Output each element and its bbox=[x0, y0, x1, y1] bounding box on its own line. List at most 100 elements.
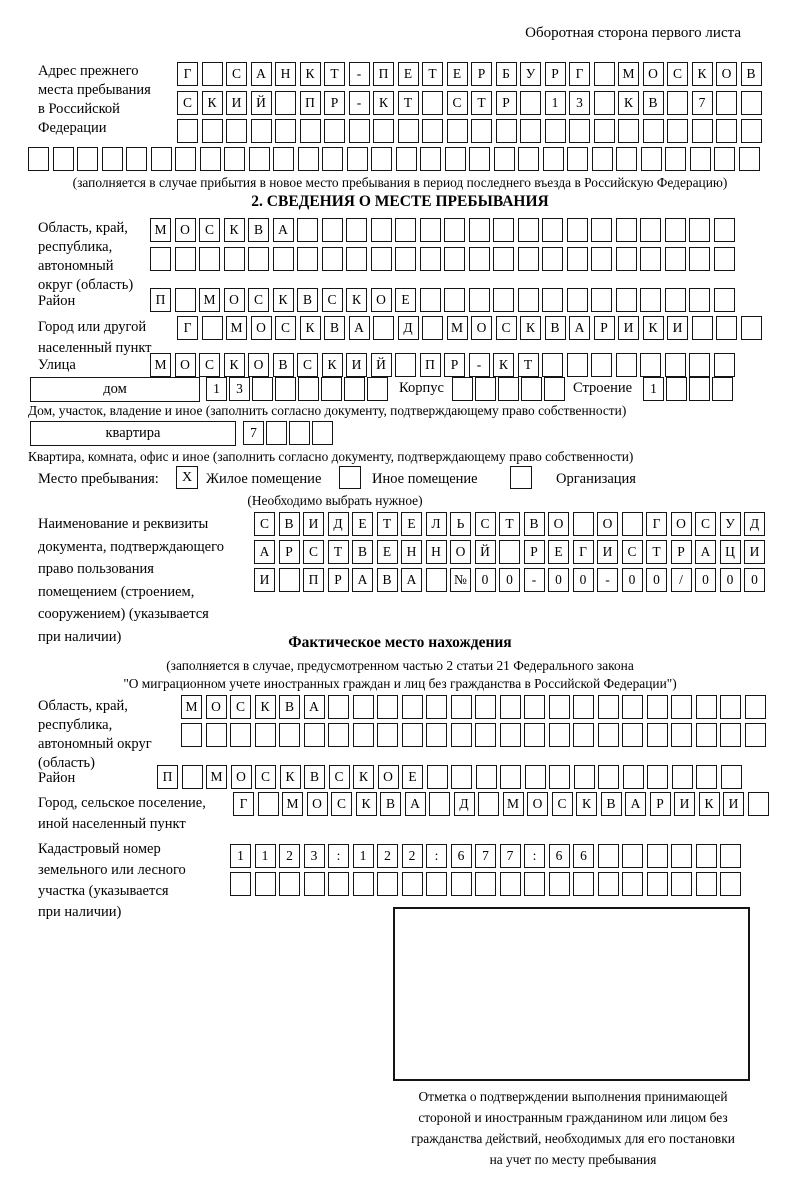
char-cell[interactable] bbox=[426, 723, 447, 747]
char-cell[interactable]: С bbox=[621, 540, 643, 564]
char-cell[interactable] bbox=[691, 119, 713, 143]
char-cell[interactable] bbox=[664, 218, 686, 242]
char-cell[interactable] bbox=[542, 218, 563, 242]
char-cell[interactable] bbox=[622, 695, 643, 719]
char-cell[interactable] bbox=[475, 872, 496, 896]
char-cell[interactable]: 1 bbox=[352, 844, 374, 868]
char-cell[interactable] bbox=[278, 568, 300, 592]
char-cell[interactable]: А bbox=[303, 695, 325, 719]
char-cell[interactable] bbox=[720, 844, 741, 868]
char-cell[interactable]: А bbox=[404, 792, 426, 816]
char-cell[interactable] bbox=[689, 377, 710, 401]
char-cell[interactable]: А bbox=[254, 540, 275, 564]
char-cell[interactable] bbox=[224, 147, 245, 171]
char-cell[interactable]: Й bbox=[250, 91, 272, 115]
char-cell[interactable] bbox=[598, 765, 619, 789]
char-cell[interactable] bbox=[689, 353, 710, 377]
char-cell[interactable] bbox=[348, 119, 370, 143]
char-cell[interactable]: У bbox=[520, 62, 541, 86]
char-cell[interactable]: И bbox=[618, 316, 639, 340]
char-cell[interactable] bbox=[395, 247, 416, 271]
char-cell[interactable] bbox=[696, 765, 717, 789]
char-cell[interactable]: О bbox=[377, 765, 399, 789]
char-cell[interactable]: И bbox=[254, 568, 275, 592]
char-cell[interactable] bbox=[450, 723, 472, 747]
char-cell[interactable] bbox=[646, 695, 668, 719]
char-cell[interactable]: П bbox=[299, 91, 321, 115]
char-cell[interactable] bbox=[493, 288, 514, 312]
char-cell[interactable] bbox=[150, 147, 172, 171]
char-cell[interactable]: П bbox=[150, 288, 171, 312]
char-cell[interactable] bbox=[716, 91, 737, 115]
char-cell[interactable] bbox=[279, 872, 300, 896]
char-cell[interactable]: Г bbox=[572, 540, 594, 564]
char-cell[interactable] bbox=[618, 119, 639, 143]
char-cell[interactable]: К bbox=[223, 353, 245, 377]
char-cell[interactable] bbox=[544, 119, 566, 143]
char-cell[interactable]: С bbox=[495, 316, 517, 340]
checkbox-organization[interactable] bbox=[510, 466, 532, 489]
char-cell[interactable]: Н bbox=[275, 62, 296, 86]
char-cell[interactable]: 3 bbox=[303, 844, 325, 868]
char-cell[interactable] bbox=[446, 119, 468, 143]
char-cell[interactable]: Р bbox=[324, 91, 345, 115]
char-cell[interactable] bbox=[646, 723, 668, 747]
char-cell[interactable] bbox=[640, 147, 662, 171]
stroenie-row[interactable]: 1 bbox=[643, 377, 733, 401]
char-cell[interactable] bbox=[548, 723, 570, 747]
char-cell[interactable] bbox=[469, 147, 490, 171]
char-cell[interactable] bbox=[716, 316, 737, 340]
char-cell[interactable]: Й bbox=[370, 353, 392, 377]
char-cell[interactable] bbox=[77, 147, 98, 171]
char-cell[interactable]: К bbox=[355, 792, 377, 816]
char-cell[interactable] bbox=[352, 723, 374, 747]
char-cell[interactable]: В bbox=[248, 218, 269, 242]
char-cell[interactable]: В bbox=[324, 316, 345, 340]
char-cell[interactable]: К bbox=[279, 765, 301, 789]
char-cell[interactable] bbox=[303, 872, 325, 896]
char-cell[interactable]: О bbox=[670, 512, 692, 536]
char-cell[interactable] bbox=[622, 765, 644, 789]
char-cell[interactable]: Р bbox=[670, 540, 692, 564]
char-cell[interactable] bbox=[713, 247, 735, 271]
char-cell[interactable] bbox=[671, 695, 692, 719]
char-cell[interactable]: К bbox=[272, 288, 294, 312]
char-cell[interactable]: К bbox=[321, 353, 343, 377]
char-cell[interactable]: Е bbox=[446, 62, 468, 86]
char-cell[interactable] bbox=[740, 91, 762, 115]
char-cell[interactable]: А bbox=[352, 568, 373, 592]
char-cell[interactable] bbox=[615, 247, 637, 271]
char-cell[interactable] bbox=[695, 844, 717, 868]
char-cell[interactable] bbox=[549, 765, 570, 789]
char-cell[interactable] bbox=[691, 316, 713, 340]
char-cell[interactable]: О bbox=[527, 792, 548, 816]
char-cell[interactable] bbox=[444, 247, 465, 271]
char-cell[interactable] bbox=[747, 792, 769, 816]
char-cell[interactable]: Т bbox=[517, 353, 539, 377]
char-cell[interactable] bbox=[548, 695, 570, 719]
char-cell[interactable]: : bbox=[328, 844, 349, 868]
char-cell[interactable] bbox=[597, 695, 619, 719]
char-cell[interactable]: Г bbox=[569, 62, 590, 86]
char-cell[interactable] bbox=[646, 844, 668, 868]
char-cell[interactable] bbox=[475, 723, 496, 747]
char-cell[interactable] bbox=[566, 247, 588, 271]
char-cell[interactable]: Р bbox=[544, 62, 566, 86]
char-cell[interactable]: 2 bbox=[377, 844, 398, 868]
char-cell[interactable] bbox=[275, 119, 296, 143]
char-cell[interactable]: Т bbox=[422, 62, 443, 86]
char-cell[interactable]: И bbox=[723, 792, 744, 816]
char-cell[interactable]: М bbox=[446, 316, 468, 340]
char-cell[interactable]: 0 bbox=[719, 568, 741, 592]
char-cell[interactable]: Е bbox=[376, 540, 398, 564]
char-cell[interactable]: К bbox=[520, 316, 541, 340]
char-cell[interactable] bbox=[500, 765, 521, 789]
char-cell[interactable] bbox=[495, 119, 517, 143]
char-cell[interactable] bbox=[475, 695, 496, 719]
char-cell[interactable]: В bbox=[376, 568, 398, 592]
char-cell[interactable]: Е bbox=[401, 512, 422, 536]
char-cell[interactable]: С bbox=[177, 91, 198, 115]
